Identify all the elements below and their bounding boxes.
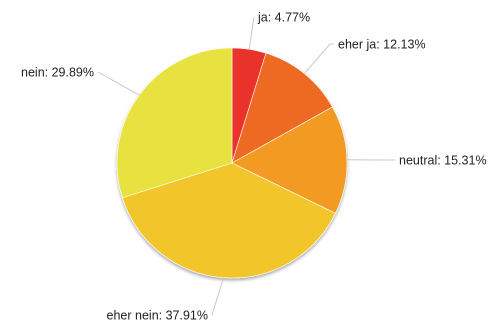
slice-label-nein: nein: 29.89% xyxy=(21,65,94,79)
leader-lines xyxy=(97,16,396,316)
leader-line-nein xyxy=(97,71,140,96)
pie-slice-eher-ja xyxy=(231,52,333,164)
leader-line-eher-ja xyxy=(304,43,334,74)
pie-slice-eher-nein xyxy=(122,162,336,279)
pie-slice-nein xyxy=(116,47,233,199)
pie-slice-neutral xyxy=(231,106,348,214)
slice-label-neutral: neutral: 15.31% xyxy=(399,153,487,167)
slice-label-eher-nein: eher nein: 37.91% xyxy=(107,308,208,322)
pie-slices xyxy=(116,47,348,279)
slice-label-eher-ja: eher ja: 12.13% xyxy=(338,37,426,51)
leader-line-eher-nein xyxy=(211,277,225,316)
slice-label-ja: ja: 4.77% xyxy=(257,10,310,24)
slice-labels: ja: 4.77% eher ja: 12.13% neutral: 15.31% e… xyxy=(21,10,487,322)
leader-line-ja xyxy=(248,16,255,50)
